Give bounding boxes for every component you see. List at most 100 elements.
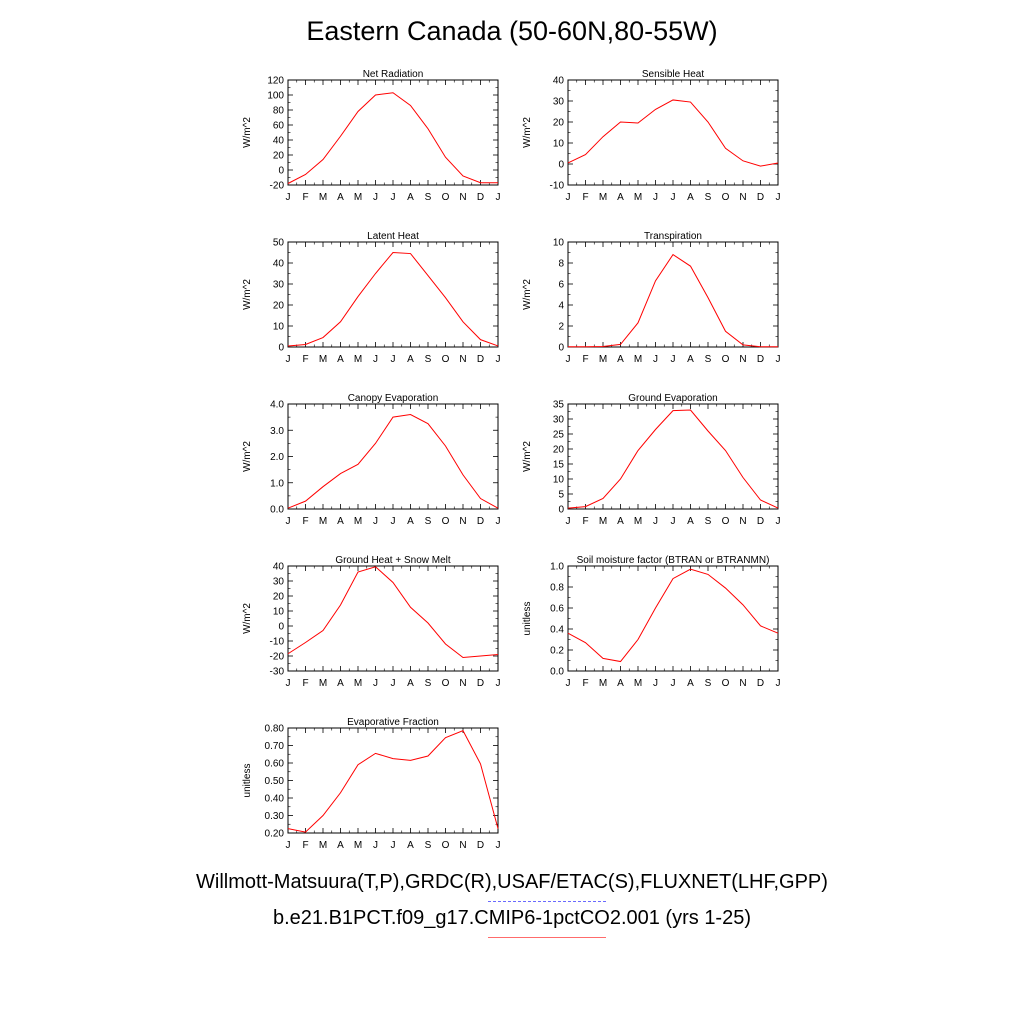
chart-title: Soil moisture factor (BTRAN or BTRANMN) <box>577 555 770 566</box>
x-tick-label: J <box>373 678 378 689</box>
series-line <box>287 729 499 833</box>
chart-title: Ground Evaporation <box>628 393 718 404</box>
x-tick-label: J <box>566 678 571 689</box>
x-tick-label: J <box>286 678 291 689</box>
y-tick-label: 10 <box>553 475 565 486</box>
x-tick-label: M <box>319 192 327 203</box>
x-tick-label: J <box>566 192 571 203</box>
y-tick-label: 0.30 <box>265 811 285 822</box>
y-tick-label: 0.60 <box>265 759 285 770</box>
x-tick-label: A <box>337 516 344 527</box>
y-axis-label: W/m^2 <box>242 603 253 634</box>
series-line <box>567 409 779 509</box>
x-tick-label: J <box>496 678 501 689</box>
y-tick-label: 20 <box>273 151 285 162</box>
legend-model-line-sample <box>488 937 606 938</box>
x-tick-label: A <box>337 354 344 365</box>
x-tick-label: J <box>496 516 501 527</box>
x-tick-label: A <box>337 678 344 689</box>
y-tick-label: 30 <box>553 415 565 426</box>
x-tick-label: O <box>442 192 450 203</box>
y-tick-label: 40 <box>273 259 285 270</box>
chart-title: Latent Heat <box>367 231 419 242</box>
x-tick-label: J <box>373 516 378 527</box>
y-tick-label: 0 <box>278 166 284 177</box>
chart-svg: Soil moisture factor (BTRAN or BTRANMN) J… <box>522 555 781 689</box>
y-tick-label: 25 <box>553 430 565 441</box>
x-tick-label: S <box>425 354 432 365</box>
x-tick-label: J <box>373 192 378 203</box>
x-tick-label: S <box>705 516 712 527</box>
x-tick-label: O <box>722 192 730 203</box>
x-tick-label: M <box>319 516 327 527</box>
y-tick-label: 0 <box>558 160 564 171</box>
y-axis-label: W/m^2 <box>522 117 533 148</box>
y-tick-label: 1.0 <box>550 562 564 573</box>
x-tick-label: S <box>425 840 432 851</box>
x-tick-label: F <box>302 840 308 851</box>
y-axis-label: W/m^2 <box>522 441 533 472</box>
y-tick-label: 10 <box>553 139 565 150</box>
plot-frame <box>287 403 499 510</box>
x-tick-label: J <box>671 192 676 203</box>
x-tick-label: N <box>739 516 746 527</box>
x-tick-label: J <box>671 678 676 689</box>
x-tick-label: N <box>739 354 746 365</box>
x-tick-label: J <box>566 354 571 365</box>
x-tick-label: F <box>582 516 588 527</box>
y-tick-label: 0.0 <box>270 505 284 516</box>
x-tick-label: F <box>302 678 308 689</box>
x-tick-label: F <box>582 192 588 203</box>
y-tick-label: 2.0 <box>270 452 284 463</box>
plot-frame <box>287 241 499 348</box>
x-tick-label: A <box>407 354 414 365</box>
y-tick-label: -20 <box>270 181 285 192</box>
x-tick-label: M <box>354 192 362 203</box>
x-tick-label: J <box>373 354 378 365</box>
chart-title: Sensible Heat <box>642 69 704 80</box>
chart-panel-ground-heat-snow-melt: Ground Heat + Snow Melt J F M A M J J A S O N D J -30-… <box>230 548 501 698</box>
x-tick-label: N <box>459 516 466 527</box>
y-axis-label: W/m^2 <box>242 117 253 148</box>
x-tick-label: M <box>599 354 607 365</box>
x-tick-label: J <box>391 678 396 689</box>
y-tick-label: -30 <box>270 667 285 678</box>
plot-frame <box>567 241 779 348</box>
x-tick-label: O <box>722 678 730 689</box>
series-line <box>287 566 499 659</box>
x-tick-label: A <box>407 192 414 203</box>
x-tick-label: J <box>391 192 396 203</box>
y-tick-label: 15 <box>553 460 565 471</box>
x-tick-label: J <box>776 516 781 527</box>
x-tick-label: A <box>337 840 344 851</box>
x-tick-label: N <box>459 192 466 203</box>
x-tick-label: M <box>354 354 362 365</box>
y-tick-label: 4 <box>558 301 564 312</box>
x-tick-label: O <box>722 354 730 365</box>
x-tick-label: D <box>477 354 484 365</box>
y-tick-label: -10 <box>550 181 565 192</box>
x-tick-label: F <box>302 354 308 365</box>
series-line <box>567 568 779 663</box>
x-tick-label: A <box>617 516 624 527</box>
y-tick-label: 0.4 <box>550 625 564 636</box>
x-tick-label: D <box>477 192 484 203</box>
chart-panel-evaporative-fraction: Evaporative Fraction J F M A M J J A S O N D J 0.20 0.3… <box>230 710 501 860</box>
x-tick-label: J <box>496 840 501 851</box>
y-tick-label: 0.2 <box>550 646 564 657</box>
y-tick-label: 0.80 <box>265 724 285 735</box>
y-tick-label: 0 <box>278 622 284 633</box>
chart-panel-soil-moisture-factor: Soil moisture factor (BTRAN or BTRANMN) J… <box>510 548 781 698</box>
x-tick-label: J <box>373 840 378 851</box>
x-tick-label: J <box>496 354 501 365</box>
x-tick-label: J <box>566 516 571 527</box>
y-tick-label: 40 <box>273 136 285 147</box>
x-tick-label: M <box>354 516 362 527</box>
chart-title: Evaporative Fraction <box>347 717 439 728</box>
chart-panel-ground-evaporation: Ground Evaporation J F M A M J J A S O N D J 0 5 10 15 20 2… <box>510 386 781 536</box>
chart-title: Ground Heat + Snow Melt <box>335 555 451 566</box>
